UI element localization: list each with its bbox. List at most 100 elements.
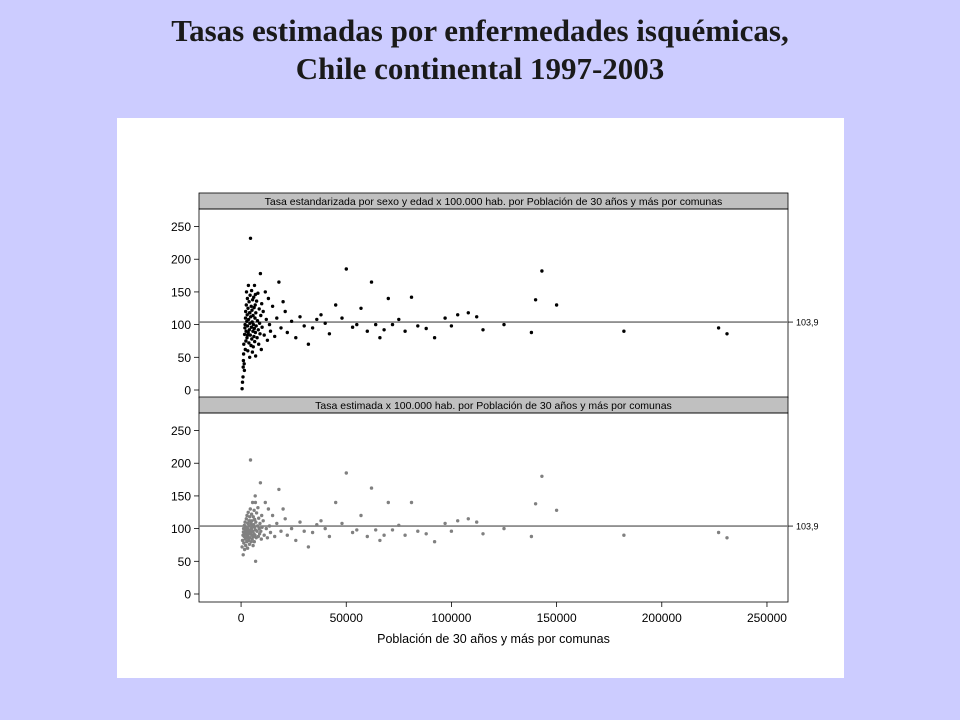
- x-tick-label: 50000: [330, 611, 364, 625]
- panel-1-data-point: [378, 336, 382, 340]
- panel-1-data-point: [369, 280, 374, 284]
- panel-1-data-point: [246, 283, 251, 288]
- panel-2-data-point: [249, 521, 253, 526]
- panel-1-data-point: [273, 334, 277, 339]
- panel-2-data-point: [246, 538, 251, 543]
- panel-1-data-point: [279, 326, 283, 330]
- slide-title: Tasas estimadas por enfermedades isquémi…: [0, 12, 960, 88]
- panel-2-data-point: [424, 532, 428, 536]
- panel-2-reference-label: 103,9: [796, 522, 819, 532]
- panel-2-data-point: [246, 521, 250, 526]
- panel-1-data-point: [382, 328, 386, 332]
- panel-1-data-point: [248, 293, 252, 297]
- panel-2-data-point: [289, 526, 294, 531]
- panel-1-data-point: [275, 316, 279, 320]
- panel-1-data-point: [725, 332, 729, 336]
- panel-1-data-point: [355, 322, 359, 327]
- panel-2-data-point: [319, 519, 323, 523]
- panel-2-data-point: [248, 458, 253, 462]
- panel-2-data-point: [386, 500, 390, 505]
- panel-2-data-point: [533, 502, 538, 506]
- panel-1-data-point: [533, 298, 538, 302]
- panel-2-data-point: [273, 534, 277, 539]
- panel-2-data-point: [267, 524, 272, 528]
- panel-1-data-point: [285, 330, 289, 335]
- panel-2-data-point: [251, 543, 255, 548]
- panel-2-data-point: [432, 540, 437, 544]
- panel-2-data-point: [248, 507, 252, 511]
- panel-2-data-point: [344, 471, 348, 475]
- panel-2-y-tick-label: 250: [171, 424, 191, 438]
- panel-1-data-point: [253, 292, 258, 297]
- panel-1-data-point: [249, 325, 254, 329]
- panel-2-data-point: [502, 526, 506, 531]
- panel-1-data-point: [449, 324, 454, 328]
- panel-1-data-point: [386, 296, 390, 301]
- panel-2-data-point: [243, 520, 247, 524]
- panel-2-data-point: [350, 530, 355, 535]
- x-tick-label: 200000: [642, 611, 682, 625]
- panel-1-data-point: [244, 290, 249, 294]
- panel-2-data-point: [254, 520, 258, 524]
- panel-1-data-point: [247, 328, 251, 332]
- panel-2-data-point: [262, 533, 266, 537]
- panel-1-data-point: [252, 283, 257, 288]
- panel-1-data-point: [502, 322, 506, 327]
- panel-1-data-point: [302, 324, 306, 328]
- panel-2-data-point: [449, 529, 454, 533]
- panel-1-data-point: [622, 329, 626, 333]
- panel-2-data-point: [250, 537, 254, 541]
- panel-1-data-point: [245, 324, 250, 328]
- panel-2-data-point: [323, 526, 327, 531]
- panel-2-data-point: [529, 534, 534, 539]
- panel-2-data-point: [443, 521, 447, 526]
- panel-1-data-point: [252, 334, 256, 339]
- panel-2-title: Tasa estimada x 100.000 hab. por Poblaci…: [315, 400, 672, 412]
- panel-1-data-point: [310, 326, 315, 330]
- panel-2-data-point: [378, 538, 382, 543]
- panel-2-data-point: [245, 526, 250, 531]
- panel-2-data-point: [475, 520, 479, 524]
- panel-1-data-point: [256, 328, 260, 332]
- panel-1-data-point: [246, 317, 251, 322]
- panel-1-data-point: [359, 306, 363, 310]
- panel-2-data-point: [382, 533, 386, 537]
- panel-1-data-point: [252, 305, 256, 310]
- panel-1-data-point: [244, 309, 248, 314]
- panel-1-data-point: [257, 342, 261, 346]
- panel-1-data-point: [294, 336, 298, 340]
- panel-1-data-point: [242, 342, 246, 346]
- panel-2-y-tick-label: 200: [171, 457, 191, 471]
- panel-1-data-point: [244, 339, 248, 343]
- panel-1-data-point: [253, 303, 257, 307]
- panel-1-data-point: [251, 345, 255, 349]
- panel-1-data-point: [246, 349, 250, 353]
- panel-1-data-point: [243, 326, 247, 330]
- panel-1-data-point: [261, 309, 265, 314]
- panel-2-data-point: [258, 481, 263, 485]
- x-axis-label: Población de 30 años y más por comunas: [377, 632, 610, 646]
- panel-1-data-point: [397, 317, 401, 322]
- panel-2-data-point: [252, 508, 256, 512]
- panel-1-data-point: [716, 326, 721, 330]
- panel-2-data-point: [260, 513, 264, 518]
- panel-1-data-point: [540, 269, 544, 273]
- panel-2-data-point: [253, 559, 258, 563]
- panel-1-data-point: [250, 350, 255, 354]
- panel-1-data-point: [263, 290, 267, 294]
- panel-2-data-point: [261, 519, 265, 523]
- panel-1-y-tick-label: 50: [178, 351, 192, 365]
- panel-2-data-point: [249, 512, 254, 516]
- panel-1-data-point: [374, 322, 378, 327]
- panel-2-data-point: [403, 533, 407, 537]
- chart-frame: Tasa estandarizada por sexo y edad x 100…: [117, 118, 844, 678]
- panel-1-data-point: [259, 347, 263, 352]
- panel-1-data-point: [255, 319, 260, 323]
- panel-2-data-point: [310, 530, 315, 535]
- panel-1-data-point: [315, 317, 319, 322]
- panel-1-data-point: [554, 303, 559, 307]
- panel-2-data-point: [481, 532, 485, 536]
- panel-2-data-point: [275, 521, 279, 526]
- panel-2-data-point: [245, 546, 250, 550]
- panel-2-data-point: [279, 529, 283, 533]
